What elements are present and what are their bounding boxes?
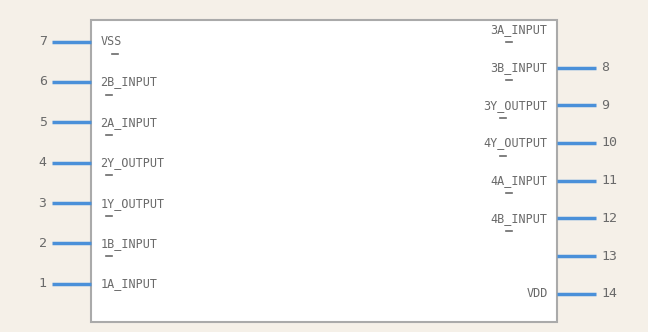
Text: 1: 1	[39, 277, 47, 290]
Text: 6: 6	[39, 75, 47, 88]
Text: 2A_INPUT: 2A_INPUT	[100, 116, 157, 129]
Text: 5: 5	[39, 116, 47, 129]
Text: 14: 14	[601, 287, 618, 300]
Text: 1Y_OUTPUT: 1Y_OUTPUT	[100, 197, 165, 209]
Text: 2B_INPUT: 2B_INPUT	[100, 75, 157, 88]
Text: 12: 12	[601, 212, 618, 225]
Text: 7: 7	[39, 35, 47, 48]
Bar	[91, 20, 557, 322]
Text: 8: 8	[601, 61, 609, 74]
Text: 4A_INPUT: 4A_INPUT	[491, 174, 548, 187]
Text: VSS: VSS	[100, 35, 122, 48]
Text: 9: 9	[601, 99, 609, 112]
Text: 3A_INPUT: 3A_INPUT	[491, 23, 548, 37]
Text: 3Y_OUTPUT: 3Y_OUTPUT	[483, 99, 548, 112]
Text: 1A_INPUT: 1A_INPUT	[100, 277, 157, 290]
Text: 1B_INPUT: 1B_INPUT	[100, 237, 157, 250]
Text: 2: 2	[39, 237, 47, 250]
Text: 10: 10	[601, 136, 618, 149]
Text: 3B_INPUT: 3B_INPUT	[491, 61, 548, 74]
Text: 13: 13	[601, 250, 618, 263]
Text: 4Y_OUTPUT: 4Y_OUTPUT	[483, 136, 548, 149]
Text: 3: 3	[39, 197, 47, 209]
Text: 4B_INPUT: 4B_INPUT	[491, 212, 548, 225]
Text: VDD: VDD	[526, 287, 548, 300]
Text: 2Y_OUTPUT: 2Y_OUTPUT	[100, 156, 165, 169]
Text: 11: 11	[601, 174, 618, 187]
Text: 4: 4	[39, 156, 47, 169]
